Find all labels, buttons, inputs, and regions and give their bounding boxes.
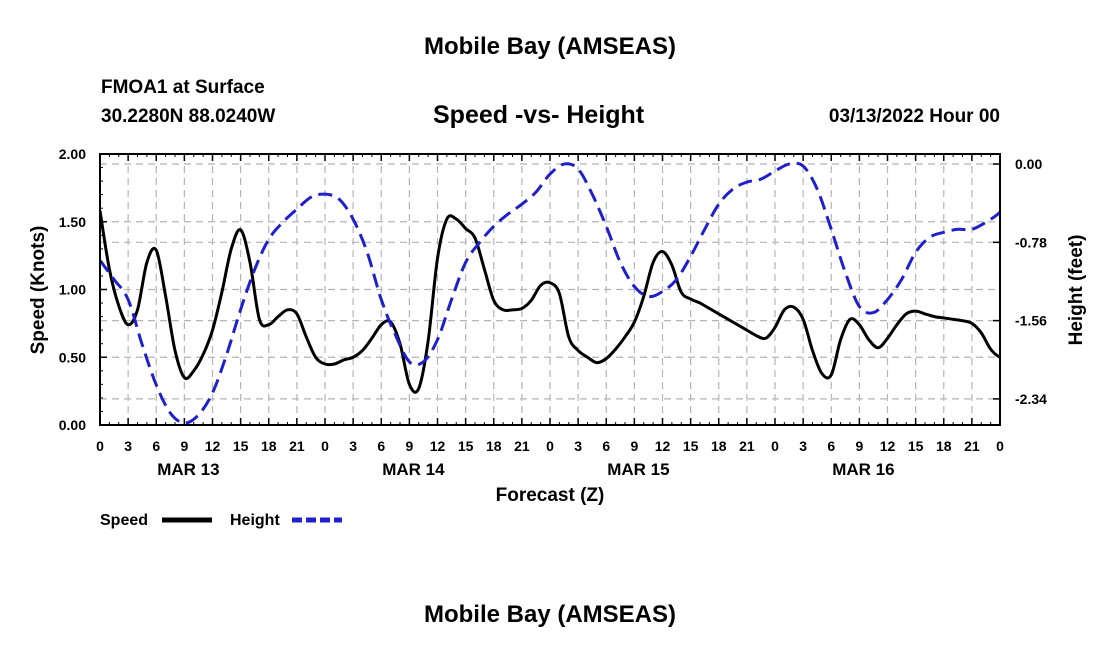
x-tick-label: 15 (233, 438, 249, 454)
x-tick-label: 18 (486, 438, 502, 454)
axis-ticks (99, 153, 1001, 426)
y-left-tick-label: 2.00 (59, 146, 86, 162)
day-label: MAR 15 (607, 460, 669, 479)
x-tick-label: 21 (964, 438, 980, 454)
grid-lines (100, 154, 1000, 425)
chart-main-title: Mobile Bay (AMSEAS) (423, 33, 677, 60)
y-right-tick-label: -0.78 (1015, 234, 1047, 250)
x-tick-label: 0 (96, 438, 104, 454)
day-label: MAR 13 (157, 460, 219, 479)
x-tick-label: 9 (405, 438, 413, 454)
x-tick-label: 12 (205, 438, 221, 454)
x-tick-label: 0 (546, 438, 554, 454)
legend: Speed Height (100, 512, 342, 529)
axis-labels: 0 3 6 9 12 15 18 21 0 3 6 9 12 15 18 21 0 3 6 9 12 15 18 21 0 3 6 9… (28, 146, 1087, 506)
x-tick-label: 18 (936, 438, 952, 454)
x-tick-label: 12 (880, 438, 896, 454)
x-tick-label: 15 (458, 438, 474, 454)
x-tick-label: 3 (349, 438, 357, 454)
station-label: FMOA1 at Surface (101, 77, 265, 98)
x-tick-label: 18 (261, 438, 277, 454)
x-tick-label: 15 (683, 438, 699, 454)
y-left-tick-label: 0.00 (59, 417, 86, 433)
x-tick-label: 6 (152, 438, 160, 454)
footer-title: Mobile Bay (AMSEAS) (423, 601, 677, 628)
y-right-tick-label: 0.00 (1015, 156, 1042, 172)
x-tick-label: 21 (289, 438, 305, 454)
x-tick-label: 9 (855, 438, 863, 454)
legend-label-speed: Speed (100, 512, 148, 529)
legend-label-height: Height (230, 512, 280, 529)
y-right-axis-title: Height (feet) (1066, 235, 1087, 346)
x-tick-label: 12 (430, 438, 446, 454)
x-tick-label: 9 (630, 438, 638, 454)
x-tick-label: 0 (771, 438, 779, 454)
x-axis-title: Forecast (Z) (496, 485, 605, 506)
y-left-axis-title: Speed (Knots) (28, 226, 49, 355)
x-tick-label: 21 (514, 438, 530, 454)
x-tick-label: 6 (602, 438, 610, 454)
chart-subtitle: Speed -vs- Height (433, 101, 645, 129)
x-tick-label: 21 (739, 438, 755, 454)
y-left-tick-label: 1.50 (59, 214, 86, 230)
x-tick-label: 15 (908, 438, 924, 454)
coordinates-label: 30.2280N 88.0240W (101, 106, 276, 127)
series-line-height (100, 161, 1000, 425)
y-left-tick-label: 1.00 (59, 282, 86, 298)
x-tick-label: 6 (377, 438, 385, 454)
x-tick-label: 18 (711, 438, 727, 454)
x-tick-label: 0 (321, 438, 329, 454)
x-tick-label: 3 (124, 438, 132, 454)
x-tick-label: 6 (827, 438, 835, 454)
x-tick-label: 3 (799, 438, 807, 454)
x-tick-label: 3 (574, 438, 582, 454)
x-tick-label: 0 (996, 438, 1004, 454)
forecast-date: 03/13/2022 Hour 00 (828, 106, 1000, 127)
series-line-speed (100, 210, 1000, 394)
y-left-tick-label: 0.50 (59, 349, 86, 365)
day-label: MAR 14 (382, 460, 445, 479)
x-tick-label: 12 (655, 438, 671, 454)
y-right-tick-label: -1.56 (1015, 313, 1047, 329)
y-right-tick-label: -2.34 (1015, 391, 1047, 407)
x-tick-label: 9 (180, 438, 188, 454)
day-label: MAR 16 (832, 460, 894, 479)
series-lines (100, 161, 1000, 425)
